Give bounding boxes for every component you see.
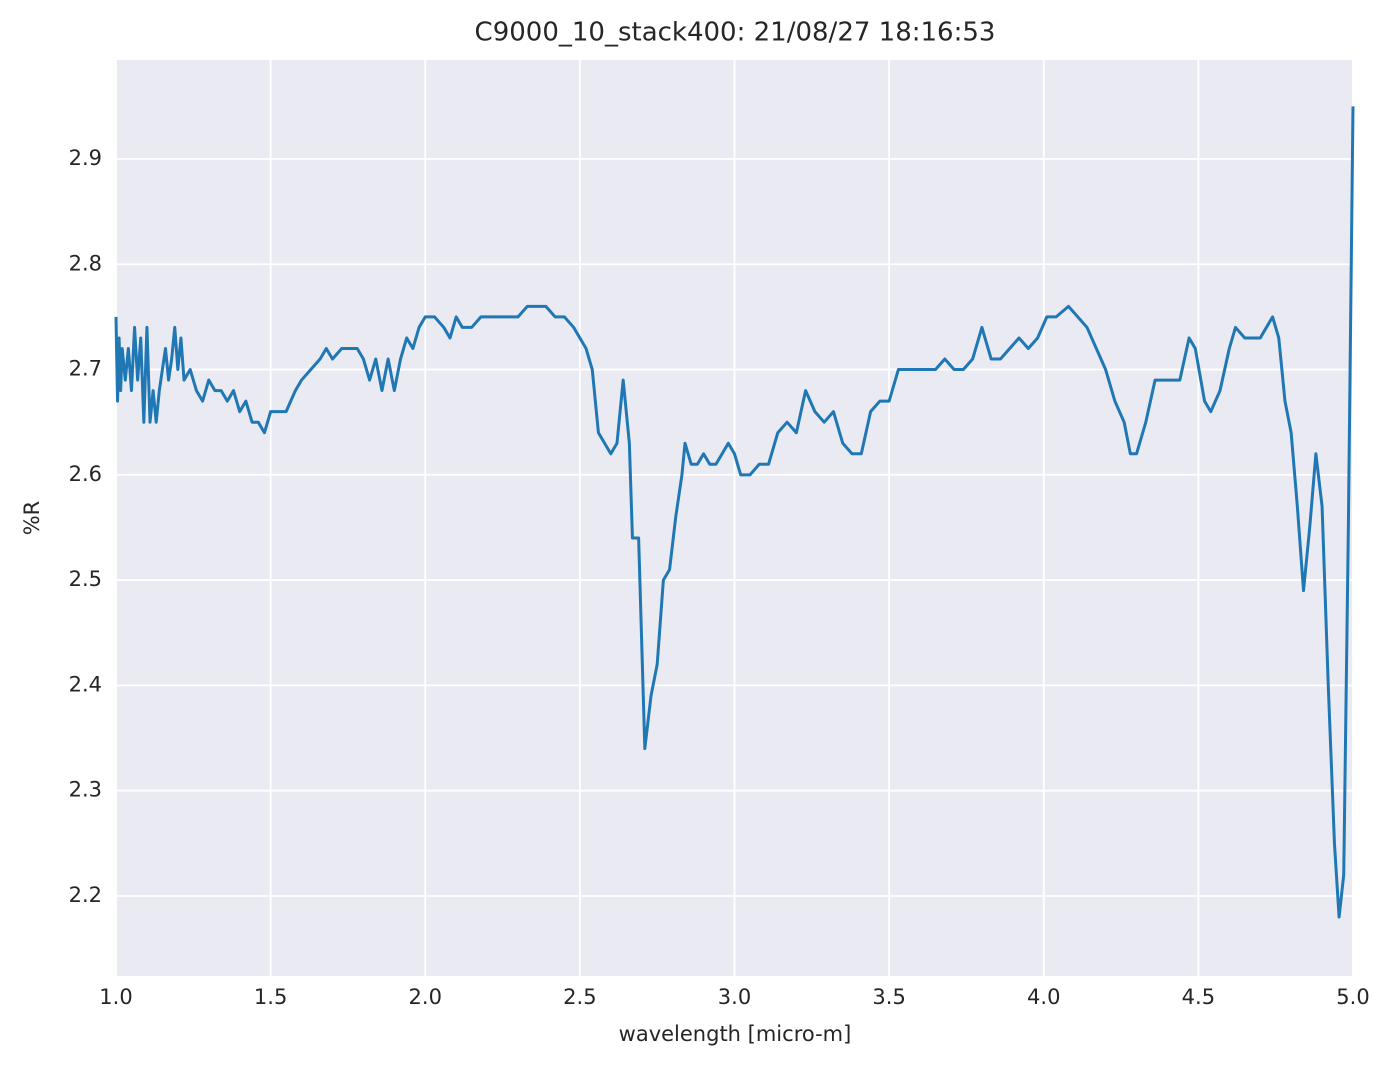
y-tick-label: 2.4 xyxy=(69,672,102,696)
x-tick-label: 2.5 xyxy=(563,985,596,1009)
x-tick-label: 1.0 xyxy=(99,985,132,1009)
y-axis-label: %R xyxy=(20,501,44,536)
x-tick-label: 5.0 xyxy=(1336,985,1369,1009)
y-tick-label: 2.9 xyxy=(69,146,102,170)
data-line xyxy=(114,106,1355,919)
y-tick-label: 2.7 xyxy=(69,357,102,381)
x-tick-label: 1.5 xyxy=(254,985,287,1009)
x-tick-label: 2.0 xyxy=(409,985,442,1009)
chart-title: C9000_10_stack400: 21/08/27 18:16:53 xyxy=(475,18,996,48)
x-tick-label: 4.0 xyxy=(1027,985,1060,1009)
y-tick-label: 2.3 xyxy=(69,778,102,802)
x-tick-label: 3.0 xyxy=(718,985,751,1009)
y-tick-label: 2.2 xyxy=(69,883,102,907)
y-tick-label: 2.5 xyxy=(69,567,102,591)
x-axis-label: wavelength [micro-m] xyxy=(619,1022,852,1046)
y-tick-label: 2.6 xyxy=(69,462,102,486)
x-tick-label: 4.5 xyxy=(1182,985,1215,1009)
y-tick-label: 2.8 xyxy=(69,251,102,275)
x-tick-label: 3.5 xyxy=(872,985,905,1009)
